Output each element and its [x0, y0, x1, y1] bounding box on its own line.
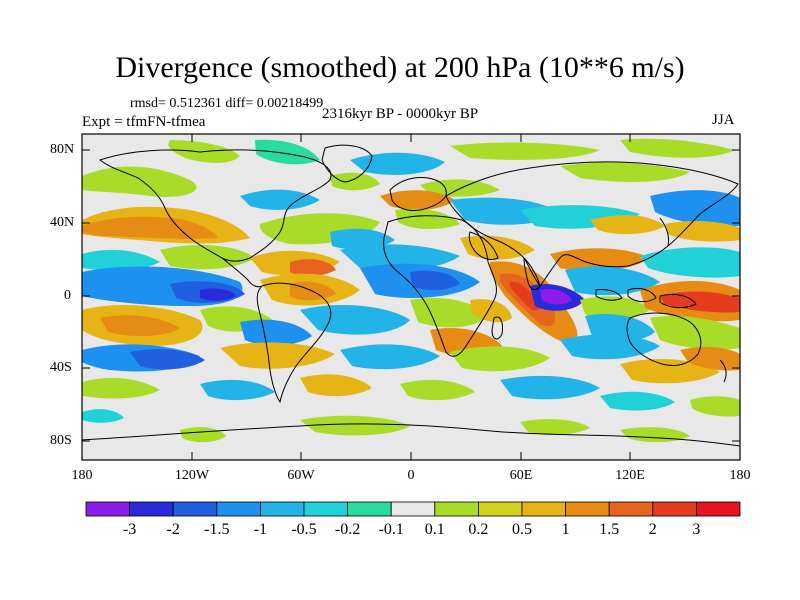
colorbar-box: [521, 501, 566, 517]
colorbar-box: [652, 501, 697, 517]
colorbar: [85, 501, 741, 517]
colorbar-box: [216, 501, 261, 517]
lat-label-0: 0: [64, 288, 71, 303]
colorbar-label: -0.5: [291, 521, 317, 538]
lat-label-80s: 80S: [50, 433, 72, 448]
colorbar-label: 3: [692, 521, 701, 538]
colorbar-box: [434, 501, 479, 517]
experiment-label: Expt = tfmFN-tfmea: [82, 114, 206, 130]
lat-ticks: [82, 149, 740, 442]
colorbar-box: [477, 501, 523, 517]
colorbar-label: -1.5: [204, 521, 230, 538]
colorbar-label: -0.1: [378, 521, 404, 538]
colorbar-box: [608, 501, 654, 517]
colorbar-box: [85, 501, 130, 517]
colorbar-box: [303, 501, 348, 517]
lat-label-40s: 40S: [50, 360, 72, 375]
lon-label-60e: 60E: [509, 468, 533, 483]
season-label: JJA: [712, 112, 735, 128]
colorbar-box: [347, 501, 392, 517]
lon-label-0: 0: [407, 468, 415, 483]
divergence-field: [82, 138, 740, 443]
colorbar-label: 1: [561, 521, 570, 538]
colorbar-label: -3: [122, 521, 137, 538]
lon-ticks: [81, 134, 741, 460]
colorbar-label: 2: [648, 521, 657, 538]
colorbar-box: [259, 501, 305, 517]
colorbar-label: -0.2: [334, 521, 361, 538]
colorbar-box: [390, 501, 436, 517]
lon-label-120e: 120E: [615, 468, 645, 483]
colorbar-label: -1: [253, 521, 268, 538]
lon-label-180e: 180: [729, 468, 751, 483]
colorbar-label: 0.5: [512, 521, 532, 538]
colorbar-label: 1.5: [599, 521, 620, 538]
lat-label-40n: 40N: [50, 215, 75, 230]
chart-title: Divergence (smoothed) at 200 hPa (10**6 …: [115, 51, 685, 84]
colorbar-box: [696, 501, 741, 517]
period-label: 2316kyr BP - 0000kyr BP: [322, 106, 479, 122]
colorbar-label: -2: [166, 521, 180, 538]
stats-text: rmsd= 0.512361 diff= 0.00218499: [130, 96, 324, 111]
colorbar-label: 0.2: [468, 521, 489, 538]
colorbar-box: [129, 501, 174, 517]
colorbar-box: [172, 501, 218, 517]
lon-label-60w: 60W: [287, 468, 315, 483]
colorbar-box: [565, 501, 610, 517]
coastlines: [82, 144, 740, 447]
lon-label-120w: 120W: [174, 468, 210, 483]
colorbar-label: 0.1: [424, 521, 445, 538]
lon-label-180w: 180: [71, 468, 93, 483]
lat-label-80n: 80N: [50, 142, 75, 157]
